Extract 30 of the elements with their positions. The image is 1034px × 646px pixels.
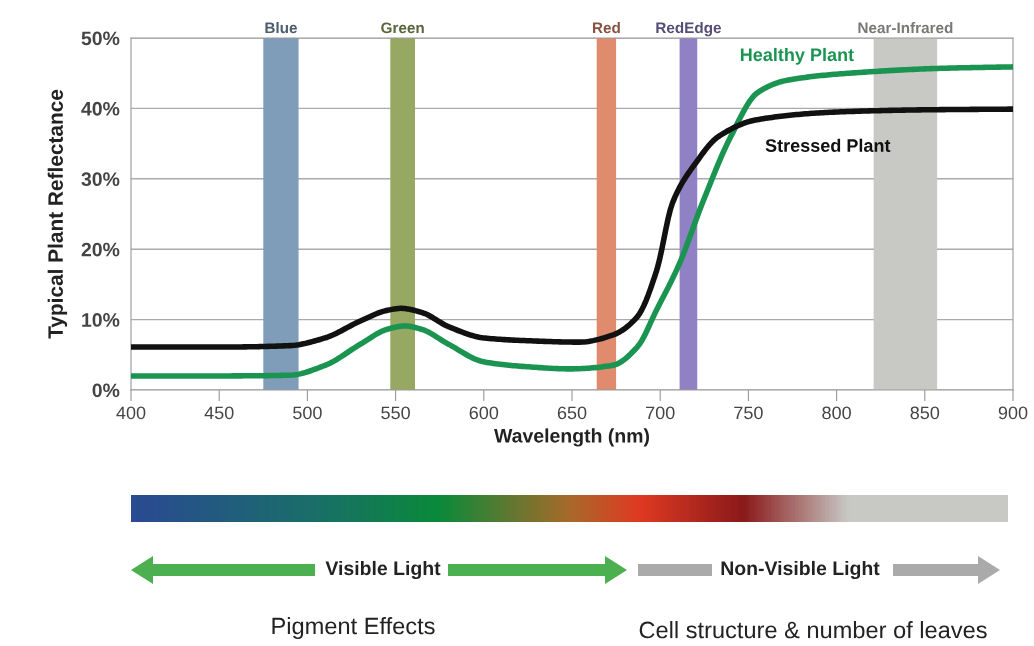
x-tick-label: 550 — [381, 406, 410, 420]
text: Non-Visible Light — [721, 560, 880, 580]
y-tick-label: 20% — [81, 242, 120, 257]
text: Pigment Effects — [272, 616, 435, 640]
series-label: Healthy Plant — [740, 47, 854, 65]
y-tick-label: 40% — [81, 101, 120, 116]
x-tick-label: 400 — [116, 406, 146, 420]
x-tick-label: 700 — [646, 406, 675, 420]
band-label: Blue — [265, 22, 297, 34]
y-tick-label: 10% — [82, 313, 120, 327]
x-tick-label: 900 — [998, 406, 1028, 420]
band-label: Red — [592, 22, 620, 34]
series-label: Stressed Plant — [765, 138, 891, 152]
x-tick-label: 850 — [910, 406, 940, 420]
y-tick-label: 30% — [81, 172, 120, 187]
y-tick-label: 50% — [81, 31, 120, 46]
band-label: Green — [381, 22, 424, 34]
x-tick-label: 650 — [557, 406, 587, 420]
text: Cell structure & number of leaves — [639, 620, 987, 639]
band-label: RedEdge — [656, 21, 722, 37]
y-tick-label: 0% — [92, 383, 120, 398]
x-tick-label: 800 — [822, 406, 851, 420]
x-tick-label: 500 — [293, 406, 322, 420]
band-label: Near-Infrared — [858, 22, 953, 34]
text: Visible Light — [325, 560, 441, 580]
x-tick-label: 450 — [204, 406, 234, 420]
x-tick-label: 600 — [469, 406, 499, 420]
y-axis-title: Typical Plant Reflectance — [47, 89, 68, 339]
x-axis-title: Wavelength (nm) — [494, 428, 649, 447]
x-tick-label: 750 — [734, 406, 763, 420]
